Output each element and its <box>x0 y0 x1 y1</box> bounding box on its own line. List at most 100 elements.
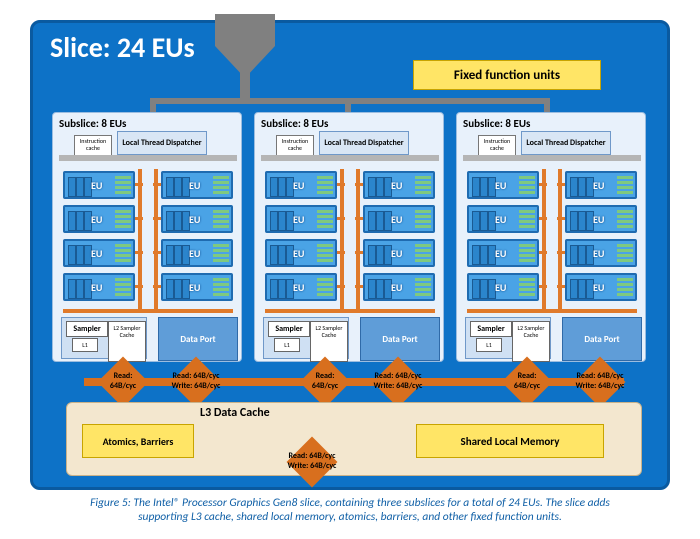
execution-unit: EU <box>565 273 637 301</box>
eu-lane <box>174 177 182 197</box>
eu-stripe <box>213 181 229 184</box>
eu-lane <box>368 245 376 265</box>
eu-link <box>557 183 565 186</box>
eu-label: EU <box>189 247 200 260</box>
eu-stripe <box>519 181 535 184</box>
eu-stripe <box>519 293 535 296</box>
eu-stripe <box>317 293 333 296</box>
eu-lane <box>76 245 84 265</box>
eu-stripe <box>617 210 633 213</box>
slice-title: Slice: 24 EUs <box>50 30 195 65</box>
eu-stripe <box>115 283 131 286</box>
execution-unit: EU <box>63 239 135 267</box>
eu-link <box>337 183 345 186</box>
eu-lane <box>472 279 480 299</box>
instruction-cache: Instruction cache <box>276 135 314 157</box>
eu-stripe <box>115 293 131 296</box>
eu-stripe <box>317 191 333 194</box>
eu-link <box>557 251 565 254</box>
eu-stripe <box>115 181 131 184</box>
eu-link <box>355 285 363 288</box>
execution-unit: EU <box>363 239 435 267</box>
eu-lane <box>68 245 76 265</box>
bandwidth-label: Read:64B/cyc <box>102 372 144 391</box>
eu-stripe <box>617 244 633 247</box>
eu-stripe <box>213 254 229 257</box>
fixed-function-units: Fixed function units <box>413 60 601 90</box>
l3-cache-label: L3 Data Cache <box>200 406 270 420</box>
eu-stripe <box>115 186 131 189</box>
eu-lane <box>376 177 384 197</box>
eu-stripe <box>115 215 131 218</box>
atomics-barriers: Atomics, Barriers <box>82 424 194 458</box>
eu-label: EU <box>293 281 304 294</box>
eu-stripe <box>519 186 535 189</box>
eu-stripe <box>617 283 633 286</box>
execution-unit: EU <box>161 171 233 199</box>
eu-stripe <box>115 244 131 247</box>
subslice: Subslice: 8 EUsInstruction cacheLocal Th… <box>254 112 444 362</box>
eu-label: EU <box>495 281 506 294</box>
eu-lane <box>578 211 586 231</box>
sampler: Sampler <box>66 321 108 337</box>
eu-stripe <box>617 225 633 228</box>
eu-label: EU <box>189 179 200 192</box>
eu-lane <box>578 245 586 265</box>
eu-stripe <box>115 225 131 228</box>
funnel-stem <box>240 70 250 100</box>
eu-label: EU <box>391 213 402 226</box>
eu-link <box>153 183 161 186</box>
eu-stripe <box>415 259 431 262</box>
eu-label: EU <box>495 247 506 260</box>
eu-stripe <box>213 244 229 247</box>
eu-lane <box>76 211 84 231</box>
data-port: Data Port <box>158 317 238 361</box>
local-thread-dispatcher: Local Thread Dispatcher <box>117 131 207 155</box>
eu-stripe <box>519 278 535 281</box>
execution-unit: EU <box>363 205 435 233</box>
eu-label: EU <box>91 213 102 226</box>
eu-lane <box>278 279 286 299</box>
subslice-title: Subslice: 8 EUs <box>59 117 126 130</box>
eu-stripe <box>415 181 431 184</box>
sampler: Sampler <box>268 321 310 337</box>
eu-stripe <box>213 278 229 281</box>
eu-label: EU <box>91 179 102 192</box>
eu-label: EU <box>495 179 506 192</box>
eu-label: EU <box>293 247 304 260</box>
eu-label: EU <box>189 281 200 294</box>
execution-unit: EU <box>265 171 337 199</box>
execution-unit: EU <box>565 205 637 233</box>
eu-link <box>135 217 143 220</box>
eu-stripe <box>317 215 333 218</box>
eu-stripe <box>213 186 229 189</box>
eu-link <box>337 285 345 288</box>
eu-label: EU <box>593 213 604 226</box>
eu-lane <box>570 279 578 299</box>
eu-lane <box>376 279 384 299</box>
eu-stripe <box>617 220 633 223</box>
eu-lane <box>174 211 182 231</box>
bandwidth-arrow: Read:64B/cyc <box>304 362 346 402</box>
eu-stripe <box>115 176 131 179</box>
execution-unit: EU <box>265 205 337 233</box>
bandwidth-arrow: Read: 64B/cycWrite: 64B/cyc <box>362 362 434 402</box>
eu-stripe <box>519 225 535 228</box>
eu-stripe <box>115 278 131 281</box>
eu-lane <box>174 279 182 299</box>
execution-unit: EU <box>265 239 337 267</box>
diagram-root: Slice: 24 EUs Fixed function units Subslic… <box>0 0 700 539</box>
funnel-top <box>215 14 275 46</box>
eu-lane <box>270 245 278 265</box>
eu-stripe <box>617 186 633 189</box>
eu-lane <box>278 245 286 265</box>
eu-link <box>153 285 161 288</box>
bandwidth-arrow: Read:64B/cyc <box>506 362 548 402</box>
execution-unit: EU <box>265 273 337 301</box>
eu-stripe <box>213 249 229 252</box>
sampler-group: SamplerL1L2 Sampler Cache <box>465 317 551 359</box>
eu-lane <box>472 177 480 197</box>
eu-stripe <box>317 254 333 257</box>
execution-unit: EU <box>63 171 135 199</box>
eu-stripe <box>213 210 229 213</box>
